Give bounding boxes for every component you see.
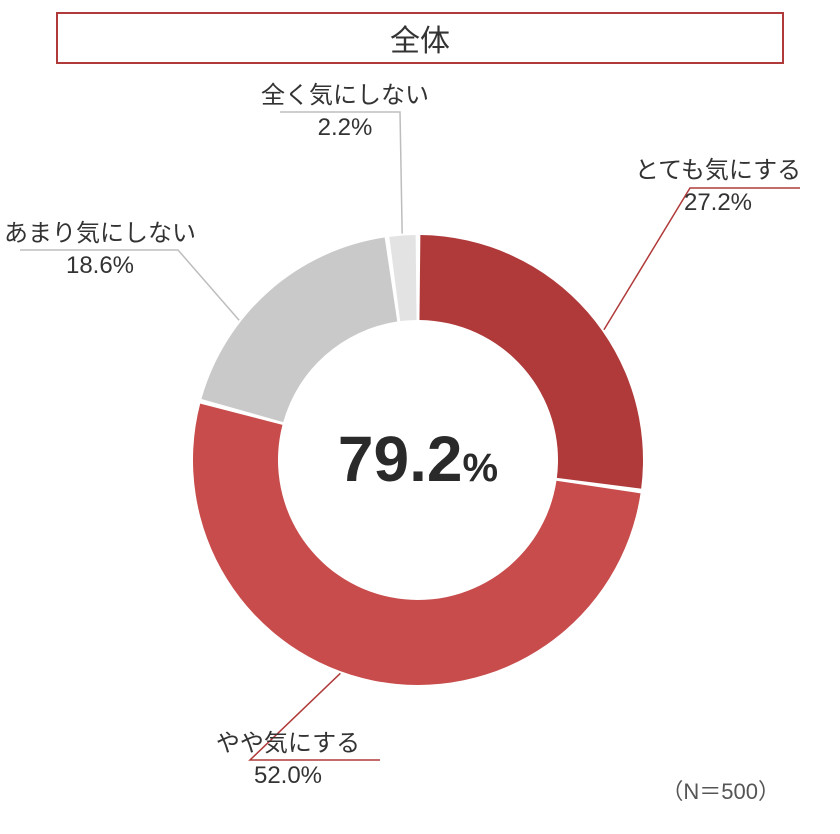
slice-notmuch: [201, 237, 397, 422]
callout-somewhat-value: 52.0%: [188, 760, 388, 792]
chart-stage: 全体 79.2% とても気にする 27.2% やや気にする 52.0% あまり気…: [0, 0, 840, 834]
callout-very-value: 27.2%: [618, 187, 818, 219]
center-value-suffix: %: [462, 446, 498, 490]
callout-notatall: 全く気にしない 2.2%: [245, 80, 445, 145]
callout-very-label: とても気にする: [618, 155, 818, 187]
callout-notmuch-label: あまり気にしない: [0, 218, 200, 250]
callout-notatall-value: 2.2%: [245, 112, 445, 144]
center-value: 79.2%: [298, 422, 538, 496]
callout-notatall-label: 全く気にしない: [245, 80, 445, 112]
callout-notmuch: あまり気にしない 18.6%: [0, 218, 200, 283]
callout-very: とても気にする 27.2%: [618, 155, 818, 220]
callout-somewhat: やや気にする 52.0%: [188, 728, 388, 793]
center-value-number: 79.2: [338, 423, 463, 495]
sample-size-text: （N＝500）: [661, 779, 780, 804]
sample-size-note: （N＝500）: [661, 774, 780, 806]
callout-notmuch-value: 18.6%: [0, 250, 200, 282]
callout-somewhat-label: やや気にする: [188, 728, 388, 760]
